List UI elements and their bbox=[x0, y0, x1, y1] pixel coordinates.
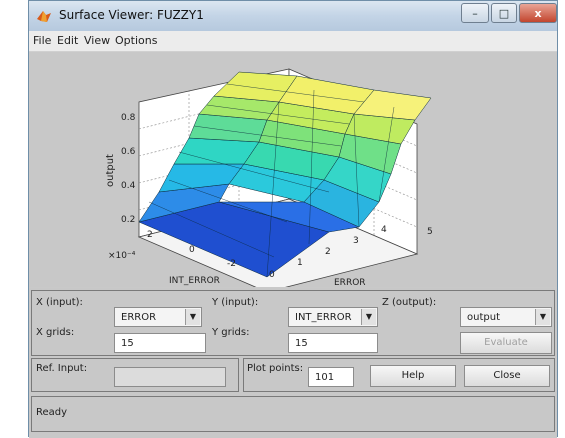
x-tick-1: 1 bbox=[297, 258, 303, 268]
z-tick-3: 0.6 bbox=[121, 147, 136, 157]
z-output-label: Z (output): bbox=[382, 297, 437, 308]
y-tick-2: 0 bbox=[189, 245, 195, 255]
x-tick-4: 4 bbox=[381, 225, 387, 235]
x-grids-input[interactable]: 15 bbox=[114, 333, 206, 353]
surface-plot[interactable]: 0.2 0.4 0.6 0.8 output 2 0 -2 ×10⁻⁴ INT_… bbox=[29, 52, 557, 293]
y-input-value: INT_ERROR bbox=[295, 312, 352, 323]
x-input-label: X (input): bbox=[36, 297, 83, 308]
menu-file[interactable]: File bbox=[33, 34, 52, 47]
chevron-down-icon: ▼ bbox=[185, 309, 200, 325]
y-exponent: ×10⁻⁴ bbox=[108, 251, 136, 261]
plot-options-panel: Plot points: 101 Help Close bbox=[243, 358, 555, 392]
close-button[interactable]: Close bbox=[464, 365, 550, 387]
z-output-select[interactable]: output ▼ bbox=[460, 307, 552, 327]
evaluate-button[interactable]: Evaluate bbox=[460, 332, 552, 354]
chevron-down-icon: ▼ bbox=[535, 309, 550, 325]
z-tick-1: 0.2 bbox=[121, 215, 135, 225]
y-tick-3: -2 bbox=[227, 259, 236, 269]
y-tick-1: 2 bbox=[147, 230, 153, 240]
ref-input-label: Ref. Input: bbox=[36, 363, 88, 374]
menu-options[interactable]: Options bbox=[115, 34, 158, 47]
y-input-select[interactable]: INT_ERROR ▼ bbox=[288, 307, 378, 327]
matlab-icon bbox=[37, 11, 51, 22]
controls-panel: X (input): ERROR ▼ Y (input): INT_ERROR … bbox=[29, 288, 557, 438]
chevron-down-icon: ▼ bbox=[361, 309, 376, 325]
maximize-button[interactable]: □ bbox=[491, 3, 517, 23]
x-tick-5: 5 bbox=[427, 227, 433, 237]
status-text: Ready bbox=[36, 407, 68, 418]
z-axis-label: output bbox=[105, 154, 116, 187]
close-window-button[interactable]: x bbox=[519, 3, 557, 23]
surface-viewer-window: Surface Viewer: FUZZY1 – □ x File Edit V… bbox=[28, 0, 558, 438]
surface-mesh bbox=[138, 71, 432, 278]
menu-bar: File Edit View Options bbox=[29, 31, 557, 52]
x-grids-label: X grids: bbox=[36, 327, 75, 338]
z-output-value: output bbox=[467, 312, 500, 323]
x-tick-0: 0 bbox=[269, 270, 275, 280]
x-input-select[interactable]: ERROR ▼ bbox=[114, 307, 202, 327]
window-title: Surface Viewer: FUZZY1 bbox=[59, 8, 204, 22]
z-tick-2: 0.4 bbox=[121, 181, 136, 191]
z-tick-4: 0.8 bbox=[121, 113, 136, 123]
x-input-value: ERROR bbox=[121, 312, 157, 323]
menu-edit[interactable]: Edit bbox=[57, 34, 79, 47]
y-input-label: Y (input): bbox=[212, 297, 259, 308]
menu-view[interactable]: View bbox=[84, 34, 111, 47]
help-button[interactable]: Help bbox=[370, 365, 456, 387]
x-tick-3: 3 bbox=[353, 236, 359, 246]
plot-points-label: Plot points: bbox=[247, 363, 304, 374]
x-axis-label: ERROR bbox=[334, 278, 366, 287]
ref-input-panel: Ref. Input: bbox=[31, 358, 239, 392]
y-axis-label: INT_ERROR bbox=[169, 276, 220, 286]
y-grids-label: Y grids: bbox=[212, 327, 250, 338]
y-grids-input[interactable]: 15 bbox=[288, 333, 378, 353]
x-tick-2: 2 bbox=[325, 247, 331, 257]
ref-input-field[interactable] bbox=[114, 367, 226, 387]
surface-plot-area: 0.2 0.4 0.6 0.8 output 2 0 -2 ×10⁻⁴ INT_… bbox=[29, 52, 557, 293]
plot-points-input[interactable]: 101 bbox=[308, 367, 354, 387]
title-bar[interactable]: Surface Viewer: FUZZY1 – □ x bbox=[29, 1, 557, 31]
axis-config-panel: X (input): ERROR ▼ Y (input): INT_ERROR … bbox=[31, 290, 555, 356]
status-panel: Ready bbox=[31, 396, 555, 432]
minimize-button[interactable]: – bbox=[461, 3, 489, 23]
